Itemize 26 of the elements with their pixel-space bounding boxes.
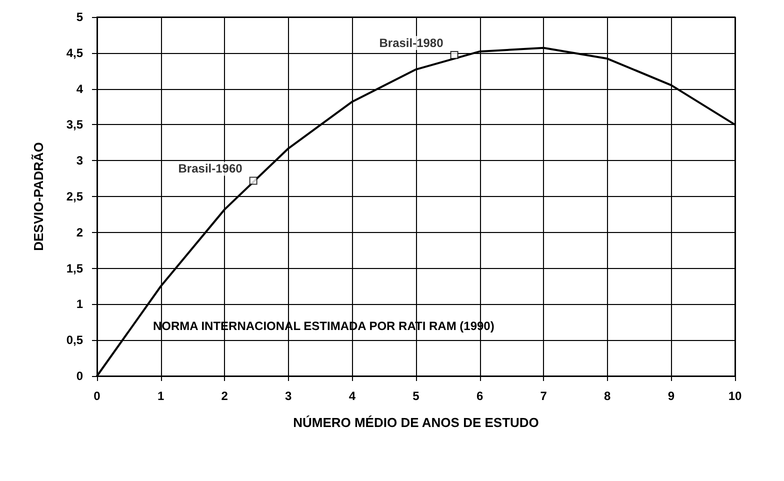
x-tick-label: 2 — [221, 389, 228, 403]
y-tick-label: 4,5 — [66, 46, 84, 60]
annotation: Brasil-1980 — [379, 36, 444, 50]
x-tick-label: 0 — [94, 389, 101, 403]
y-tick-label: 3 — [76, 154, 84, 168]
y-tick-label: 4 — [76, 82, 84, 96]
y-tick-label: 0 — [76, 369, 84, 383]
y-tick-label: 2 — [76, 225, 84, 240]
y-tick-label: 2,5 — [66, 190, 84, 204]
y-tick-label: 1 — [76, 297, 84, 312]
y-axis-title: DESVIO-PADRÃO — [31, 142, 46, 251]
annotation: Brasil-1960 — [178, 162, 243, 176]
x-tick-label: 8 — [604, 389, 612, 403]
x-tick-label: 7 — [540, 389, 548, 403]
y-tick-label: 3,5 — [66, 118, 84, 132]
x-axis-title: NÚMERO MÉDIO DE ANOS DE ESTUDO — [293, 415, 539, 430]
x-tick-label: 3 — [285, 389, 292, 403]
x-tick-label: 10 — [728, 389, 742, 403]
x-tick-label: 5 — [412, 389, 420, 403]
y-tick-label: 0,5 — [66, 333, 84, 348]
x-tick-label: 1 — [157, 389, 164, 403]
y-tick-label: 1,5 — [66, 261, 84, 276]
x-tick-label: 6 — [476, 389, 484, 403]
x-tick-label: 4 — [348, 389, 356, 403]
y-tick-label: 5 — [76, 10, 84, 24]
x-tick-label: 9 — [668, 389, 675, 403]
